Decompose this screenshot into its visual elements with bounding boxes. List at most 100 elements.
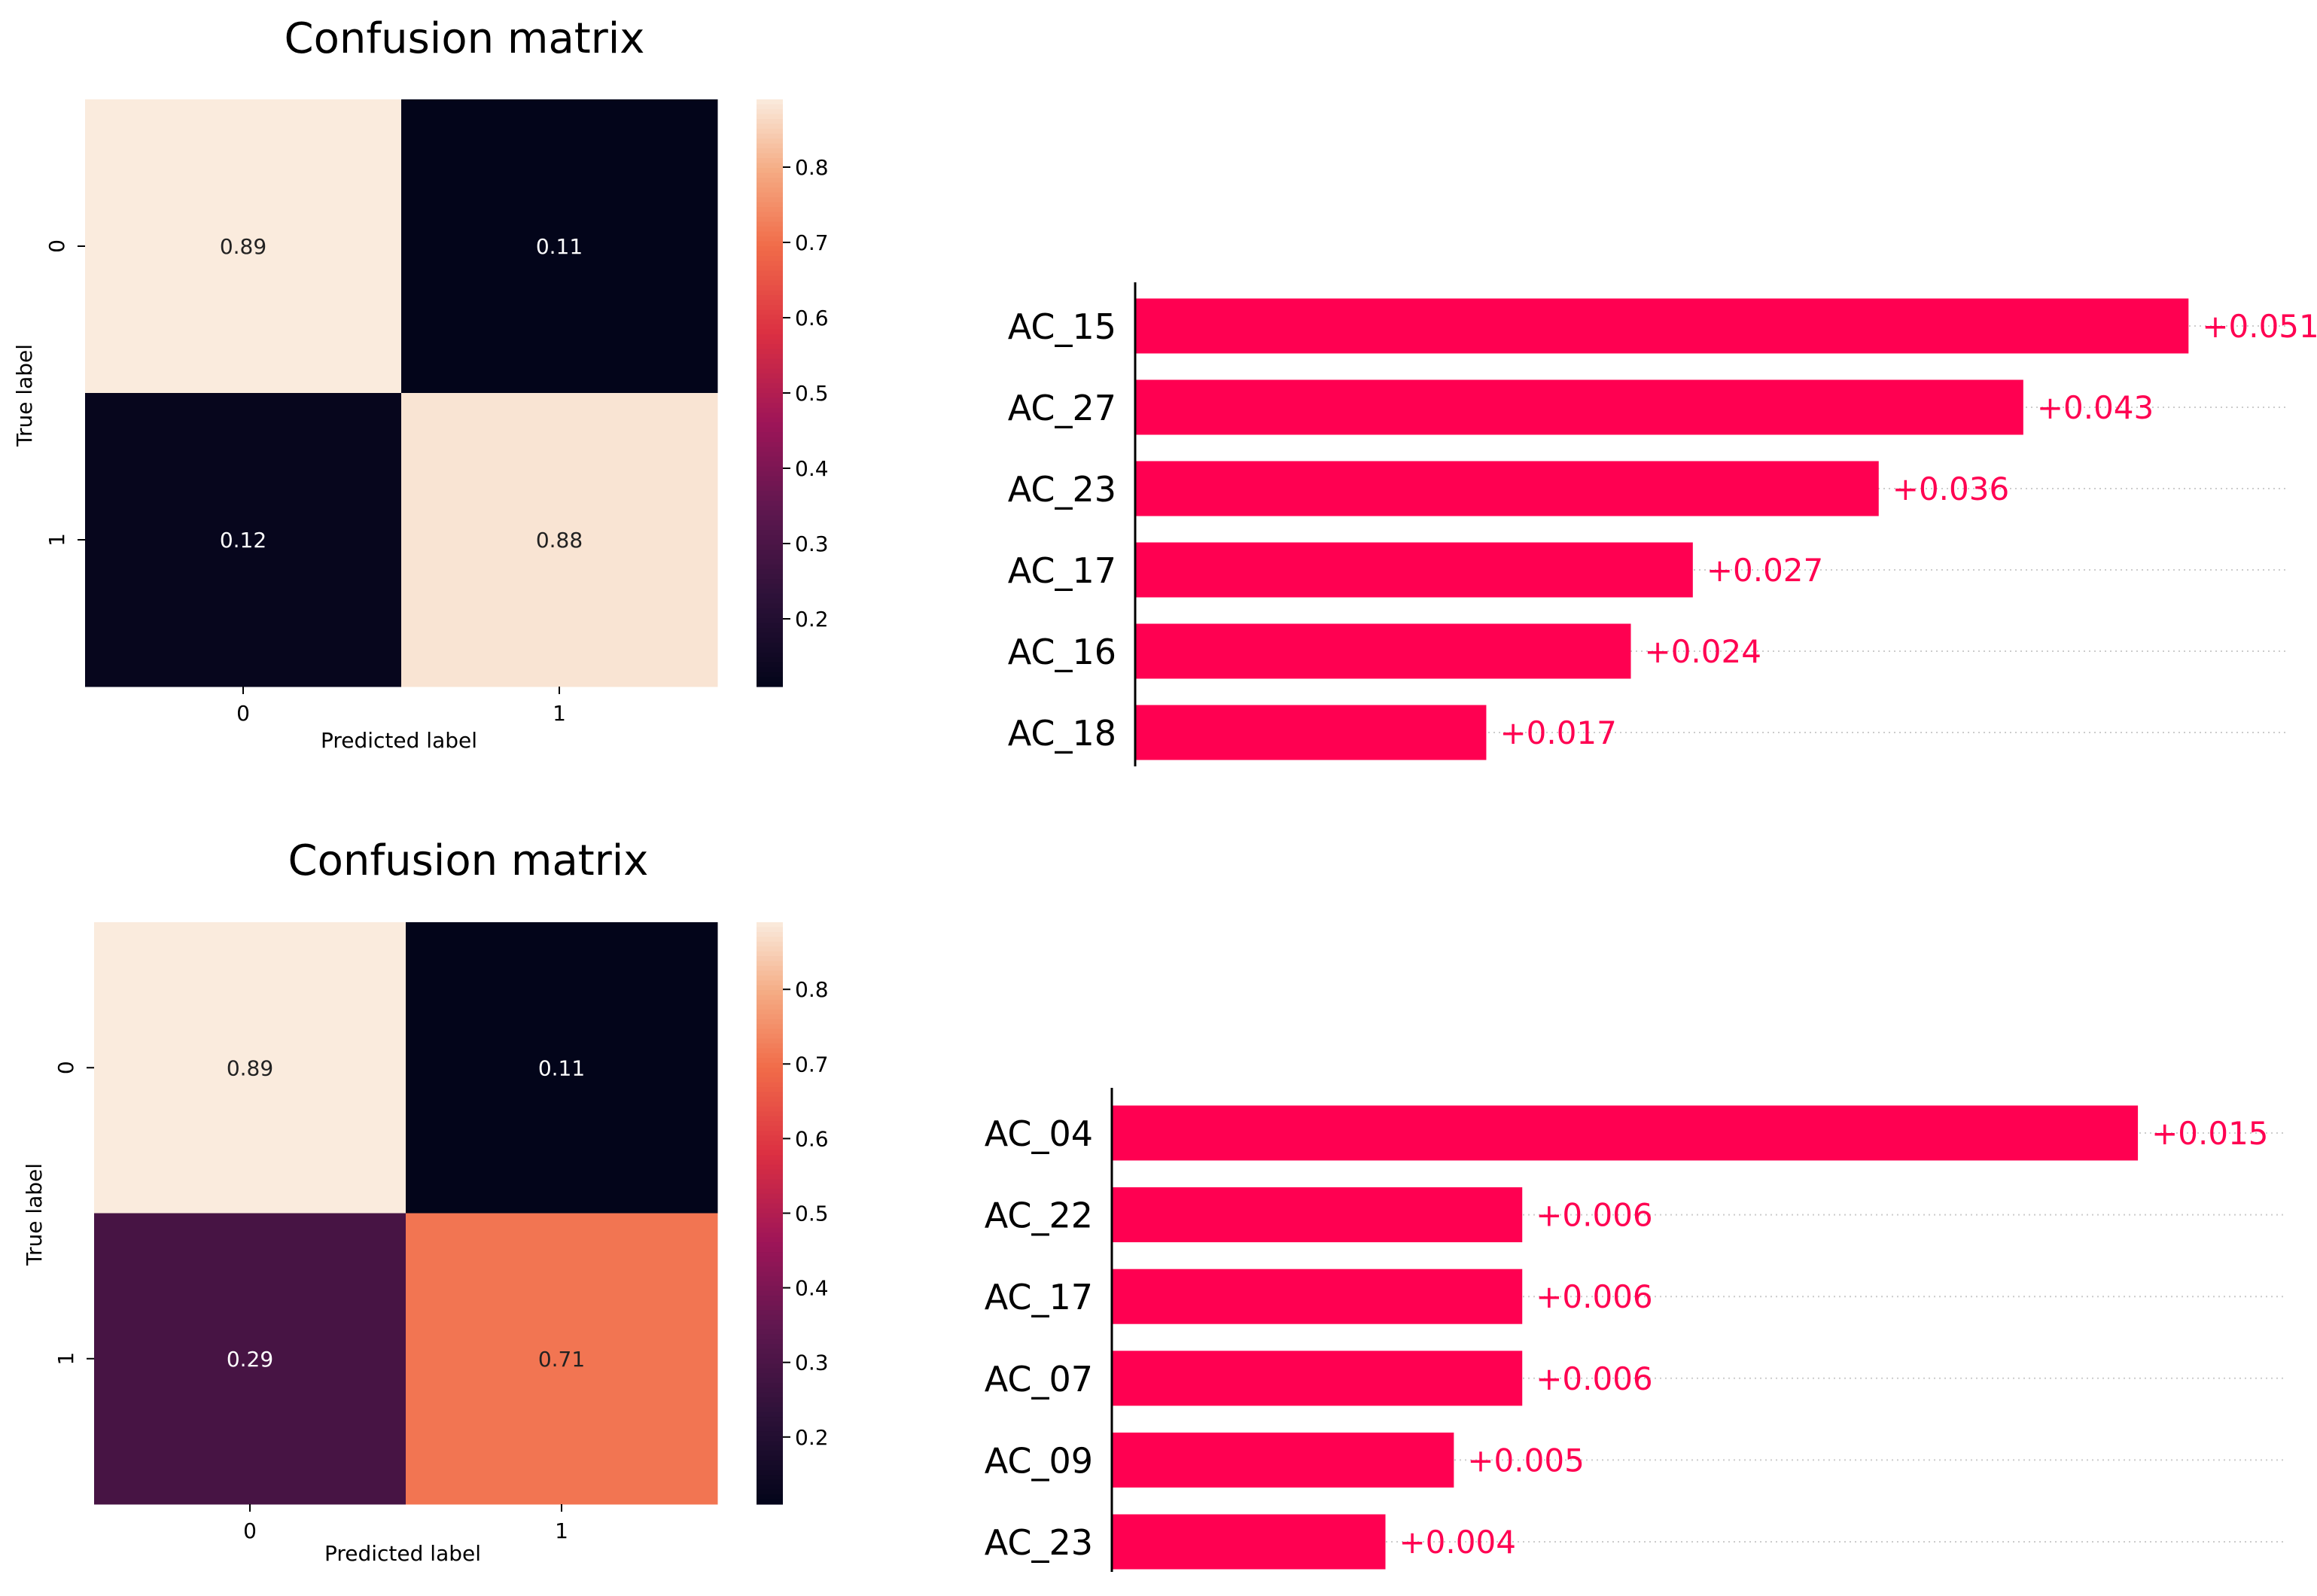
cm-y-tick-label: 0 [44, 239, 69, 253]
bar-value-label: +0.043 [2037, 389, 2154, 426]
colorbar-segment [757, 397, 783, 404]
colorbar-segment [757, 486, 783, 492]
colorbar-tick-label: 0.5 [795, 381, 829, 406]
colorbar-tick-label: 0.8 [795, 977, 829, 1002]
colorbar-segment [757, 1276, 783, 1282]
cm-cell-label: 0.29 [227, 1347, 273, 1372]
cm-cell-r1-c1 [406, 1213, 718, 1505]
cm-cell-r1-c0 [94, 1213, 406, 1505]
colorbar-segment [757, 1227, 783, 1233]
colorbar-segment [757, 638, 783, 644]
colorbar-segment [757, 603, 783, 609]
colorbar-segment [757, 662, 783, 668]
colorbar-tick-label: 0.3 [795, 1351, 829, 1375]
colorbar-segment [757, 941, 783, 947]
colorbar-segment [757, 1479, 783, 1485]
colorbar-segment [757, 535, 783, 541]
colorbar-segment [757, 1165, 783, 1171]
cm-x-tick-label: 0 [243, 1518, 257, 1543]
colorbar-segment [757, 476, 783, 482]
colorbar-segment [757, 251, 783, 257]
colorbar-segment [757, 574, 783, 580]
bar-value-label: +0.027 [1707, 552, 1823, 589]
bar-value-label: +0.015 [2151, 1115, 2268, 1152]
colorbar-segment [757, 246, 783, 252]
colorbar-segment [757, 1183, 783, 1189]
bar-category-label: AC_16 [1008, 632, 1116, 672]
colorbar-segment [757, 1431, 783, 1437]
colorbar-segment [757, 544, 783, 550]
colorbar-segment [757, 104, 783, 110]
colorbar-tick-label: 0.2 [795, 607, 829, 632]
colorbar-segment [757, 437, 783, 443]
colorbar-segment [757, 427, 783, 433]
bar-ac-17 [1112, 1269, 1523, 1324]
bar-category-label: AC_07 [985, 1359, 1093, 1400]
colorbar-segment [757, 1460, 783, 1467]
colorbar-segment [757, 422, 783, 428]
feature-importance-bar-chart-bottom: AC_04 AC_22 AC_17 AC_07 AC_09 AC_23 +0.015 +0.… [985, 1088, 2285, 1572]
bar-category-label: AC_27 [1008, 388, 1116, 428]
cm-cell-r1-c1 [401, 393, 718, 687]
cm-bottom-xlabel: Predicted label [324, 1541, 481, 1566]
colorbar-segment [757, 280, 783, 286]
cm-x-tick-label: 1 [555, 1518, 568, 1543]
cm-top-ylabel: True label [12, 344, 37, 447]
colorbar-segment [757, 1402, 783, 1408]
bar-ac-17 [1135, 542, 1693, 598]
colorbar-segment [757, 1324, 783, 1330]
colorbar-segment [757, 564, 783, 570]
colorbar-segment [757, 980, 783, 986]
colorbar-segment [757, 931, 783, 937]
colorbar-segment [757, 290, 783, 296]
colorbar-segment [757, 956, 783, 962]
colorbar-segment [757, 598, 783, 605]
bar-value-label: +0.006 [1536, 1278, 1652, 1315]
colorbar-segment [757, 1348, 783, 1354]
colorbar-segment [757, 178, 783, 184]
colorbar-segment [757, 1281, 783, 1287]
colorbar-segment [757, 550, 783, 556]
colorbar-segment [757, 510, 783, 516]
bar-category-label: AC_15 [1008, 306, 1116, 347]
colorbar-segment [757, 466, 783, 472]
colorbar-segment [757, 1485, 783, 1491]
colorbar-segment [757, 1121, 783, 1127]
colorbar-segment [757, 329, 783, 335]
colorbar-segment [757, 1038, 783, 1044]
colorbar-segment [757, 632, 783, 638]
colorbar-segment [757, 1004, 783, 1010]
colorbar-segment [757, 260, 783, 267]
colorbar-segment [757, 227, 783, 233]
cm-bottom-ylabel: True label [22, 1163, 47, 1266]
cm-cell-label: 0.89 [220, 234, 266, 259]
colorbar-segment [757, 608, 783, 614]
colorbar-segment [757, 1436, 783, 1442]
colorbar-segment [757, 515, 783, 521]
cm-cell-r0-c0 [94, 922, 406, 1214]
colorbar-segment [757, 471, 783, 477]
bar-category-label: AC_04 [985, 1113, 1093, 1154]
colorbar-segment [757, 520, 783, 526]
colorbar-segment [757, 119, 783, 125]
colorbar-segment [757, 266, 783, 272]
cm-cell-label: 0.12 [220, 528, 266, 553]
colorbar-segment [757, 187, 783, 193]
colorbar-segment [757, 1208, 783, 1214]
colorbar-segment [757, 1077, 783, 1083]
colorbar-tick-label: 0.4 [795, 1276, 829, 1301]
cm-cell-label: 0.11 [536, 234, 583, 259]
colorbar-tick-label: 0.7 [795, 230, 829, 255]
cm-cell-label: 0.11 [538, 1055, 585, 1080]
bar-value-label: +0.024 [1645, 633, 1761, 670]
colorbar-segment [757, 525, 783, 531]
cm-cell-r0-c1 [406, 922, 718, 1214]
colorbar-segment [757, 1407, 783, 1413]
colorbar-segment [757, 1052, 783, 1058]
colorbar-segment [757, 970, 783, 976]
colorbar-segment [757, 1392, 783, 1398]
colorbar-segment [757, 1169, 783, 1175]
colorbar-segment [757, 413, 783, 419]
